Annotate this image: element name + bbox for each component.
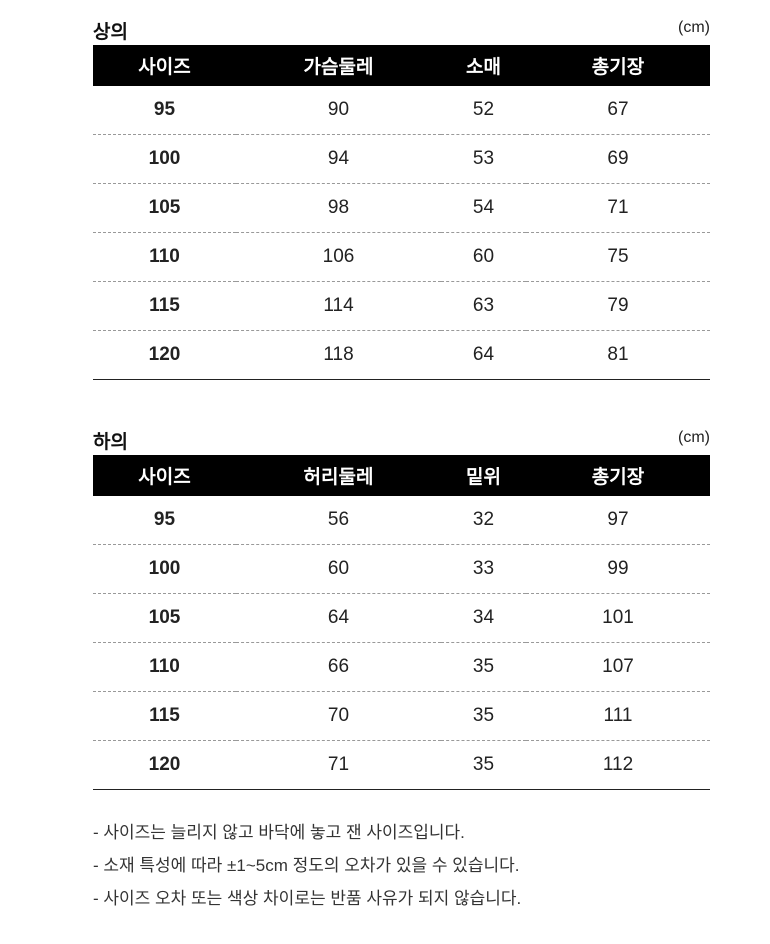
measurement-cell: 81 <box>526 330 710 380</box>
section-title: 하의 <box>93 432 128 453</box>
size-cell: 120 <box>93 330 236 380</box>
measurement-cell: 54 <box>441 183 526 233</box>
measurement-cell: 35 <box>441 691 526 741</box>
measurement-cell: 66 <box>236 642 441 692</box>
measurement-cell: 75 <box>526 232 710 282</box>
measurement-cell: 32 <box>441 496 526 545</box>
measurement-cell: 67 <box>526 86 710 135</box>
measurement-cell: 94 <box>236 134 441 184</box>
measurement-cell: 64 <box>441 330 526 380</box>
table-row: 120 118 64 81 <box>93 330 710 380</box>
size-cell: 100 <box>93 134 236 184</box>
measurement-cell: 111 <box>526 691 710 741</box>
size-cell: 95 <box>93 496 236 545</box>
table-row: 110 106 60 75 <box>93 232 710 282</box>
measurement-cell: 118 <box>236 330 441 380</box>
measurement-cell: 98 <box>236 183 441 233</box>
table-row: 115 114 63 79 <box>93 281 710 331</box>
measurement-cell: 97 <box>526 496 710 545</box>
size-cell: 110 <box>93 642 236 692</box>
measurement-cell: 52 <box>441 86 526 135</box>
measurement-cell: 70 <box>236 691 441 741</box>
measurement-cell: 35 <box>441 740 526 790</box>
measurement-cell: 71 <box>526 183 710 233</box>
unit-label: (cm) <box>678 19 710 36</box>
column-header: 총기장 <box>526 45 710 86</box>
measurement-cell: 56 <box>236 496 441 545</box>
measurement-cell: 64 <box>236 593 441 643</box>
table-row: 95 56 32 97 <box>93 496 710 545</box>
note: - 사이즈 오차 또는 색상 차이로는 반품 사유가 되지 않습니다. <box>93 889 522 908</box>
measurement-cell: 112 <box>526 740 710 790</box>
size-cell: 115 <box>93 281 236 331</box>
column-header: 사이즈 <box>93 45 236 86</box>
size-table-top: 사이즈 가슴둘레 소매 총기장 95 90 52 67 100 94 53 69 105 98 54 71 11… <box>93 45 710 380</box>
size-cell: 100 <box>93 544 236 594</box>
measurement-cell: 114 <box>236 281 441 331</box>
measurement-cell: 60 <box>441 232 526 282</box>
measurement-cell: 34 <box>441 593 526 643</box>
notes: - 사이즈는 늘리지 않고 바닥에 놓고 잰 사이즈입니다. - 소재 특성에 … <box>93 816 521 915</box>
column-header: 가슴둘레 <box>236 45 441 86</box>
measurement-cell: 63 <box>441 281 526 331</box>
note: - 소재 특성에 따라 ±1~5cm 정도의 오차가 있을 수 있습니다. <box>93 856 520 875</box>
measurement-cell: 107 <box>526 642 710 692</box>
size-cell: 110 <box>93 232 236 282</box>
header-row: 사이즈 허리둘레 밑위 총기장 <box>93 455 710 496</box>
measurement-cell: 69 <box>526 134 710 184</box>
note: - 사이즈는 늘리지 않고 바닥에 놓고 잰 사이즈입니다. <box>93 823 465 842</box>
size-cell: 115 <box>93 691 236 741</box>
column-header: 밑위 <box>441 455 526 496</box>
column-header: 허리둘레 <box>236 455 441 496</box>
measurement-cell: 53 <box>441 134 526 184</box>
table-row: 100 94 53 69 <box>93 134 710 184</box>
table-row: 95 90 52 67 <box>93 86 710 135</box>
column-header: 소매 <box>441 45 526 86</box>
measurement-cell: 71 <box>236 740 441 790</box>
table-row: 105 98 54 71 <box>93 183 710 233</box>
size-cell: 105 <box>93 183 236 233</box>
size-cell: 120 <box>93 740 236 790</box>
measurement-cell: 79 <box>526 281 710 331</box>
table-row: 120 71 35 112 <box>93 740 710 790</box>
size-cell: 105 <box>93 593 236 643</box>
header-row: 사이즈 가슴둘레 소매 총기장 <box>93 45 710 86</box>
measurement-cell: 101 <box>526 593 710 643</box>
column-header: 총기장 <box>526 455 710 496</box>
table-row: 115 70 35 111 <box>93 691 710 741</box>
size-cell: 95 <box>93 86 236 135</box>
measurement-cell: 60 <box>236 544 441 594</box>
section-title: 상의 <box>93 22 128 43</box>
measurement-cell: 33 <box>441 544 526 594</box>
measurement-cell: 35 <box>441 642 526 692</box>
column-header: 사이즈 <box>93 455 236 496</box>
measurement-cell: 99 <box>526 544 710 594</box>
measurement-cell: 106 <box>236 232 441 282</box>
table-row: 105 64 34 101 <box>93 593 710 643</box>
measurement-cell: 90 <box>236 86 441 135</box>
size-table-bottom: 사이즈 허리둘레 밑위 총기장 95 56 32 97 100 60 33 99 105 64 34 101 1… <box>93 455 710 790</box>
table-row: 100 60 33 99 <box>93 544 710 594</box>
unit-label: (cm) <box>678 429 710 446</box>
table-row: 110 66 35 107 <box>93 642 710 692</box>
